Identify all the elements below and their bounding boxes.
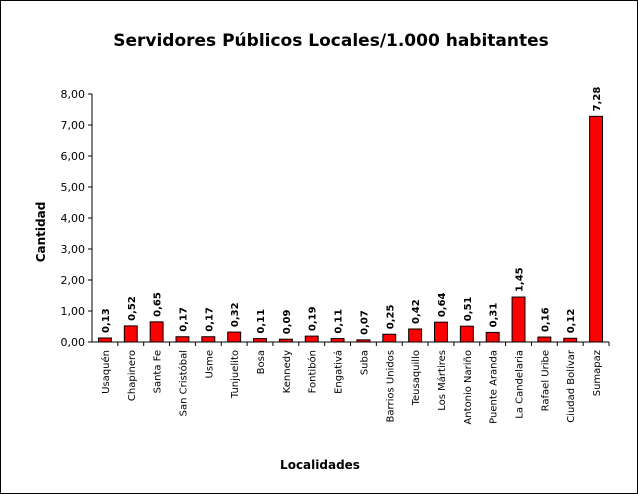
data-label: 0,12	[566, 309, 577, 334]
bar	[253, 338, 267, 343]
data-label: 0,64	[437, 292, 448, 317]
data-label: 0,52	[127, 296, 138, 321]
category-label: Ciudad Bolívar	[565, 349, 577, 423]
bar	[330, 338, 345, 343]
bar	[227, 331, 242, 343]
bar	[459, 325, 474, 343]
category-label: Bosa	[256, 350, 267, 374]
bar	[537, 336, 552, 343]
category-label: Antonio Nariño	[463, 350, 474, 425]
category-label: Los Mártires	[436, 350, 448, 411]
bar	[175, 336, 190, 343]
data-label: 0,07	[359, 310, 370, 335]
bar	[485, 331, 500, 343]
bar	[589, 115, 604, 343]
data-label: 0,31	[489, 303, 500, 328]
y-tick-label: 4,00	[61, 212, 86, 225]
bar	[434, 321, 448, 343]
category-label: Chapinero	[127, 350, 138, 401]
data-label: 0,13	[101, 308, 112, 333]
x-axis-title: Localidades	[280, 458, 360, 472]
data-label: 0,17	[178, 307, 189, 332]
bar	[304, 335, 319, 343]
category-label: Suba	[359, 350, 370, 375]
bar	[563, 337, 578, 343]
category-label: La Candelaria	[515, 350, 526, 419]
category-label: Barrios Unidos	[385, 350, 396, 422]
data-label: 0,51	[463, 296, 474, 321]
y-tick-label: 6,00	[61, 150, 86, 163]
data-label: 0,32	[230, 302, 241, 327]
category-label: Santa Fe	[153, 350, 164, 393]
bar	[382, 333, 397, 343]
y-tick-label: 8,00	[61, 88, 86, 101]
y-tick-label: 3,00	[61, 243, 86, 256]
data-label: 0,42	[411, 299, 422, 324]
y-tick-label: 1,00	[61, 305, 86, 318]
bar	[97, 337, 112, 343]
category-label: Tunjuelito	[230, 350, 241, 399]
data-label: 0,11	[334, 309, 345, 334]
y-axis-title: Cantidad	[34, 202, 48, 263]
y-tick-label: 2,00	[61, 274, 86, 287]
data-label: 0,17	[204, 307, 215, 332]
category-label: Fontibón	[307, 350, 319, 393]
bar	[408, 328, 423, 343]
category-label: Teusaquillo	[411, 350, 422, 406]
category-label: Rafael Uribe	[540, 350, 551, 411]
data-label: 0,25	[385, 305, 396, 330]
bar	[278, 338, 293, 343]
y-tick-label: 5,00	[61, 181, 86, 194]
category-label: Usme	[204, 350, 215, 378]
category-label: Puente Aranda	[489, 350, 500, 424]
data-label: 0,11	[256, 309, 267, 334]
data-label: 1,45	[515, 267, 526, 292]
category-label: Sumapaz	[592, 350, 603, 396]
bar	[201, 336, 216, 343]
data-label: 0,19	[308, 306, 319, 331]
bar	[356, 339, 371, 343]
chart-title: Servidores Públicos Locales/1.000 habita…	[113, 31, 549, 51]
data-label: 0,16	[540, 307, 551, 332]
bar	[149, 321, 164, 343]
category-label: Engativá	[333, 350, 345, 394]
y-tick-label: 7,00	[61, 119, 86, 132]
bar	[511, 296, 526, 343]
bar	[123, 325, 138, 343]
category-label: San Cristóbal	[177, 350, 189, 416]
category-label: Usaquén	[100, 350, 112, 394]
y-tick-label: 0,00	[61, 336, 86, 349]
data-label: 0,65	[153, 292, 164, 317]
data-label: 7,28	[592, 87, 603, 112]
data-label: 0,09	[282, 309, 293, 334]
category-label: Kennedy	[282, 350, 293, 393]
